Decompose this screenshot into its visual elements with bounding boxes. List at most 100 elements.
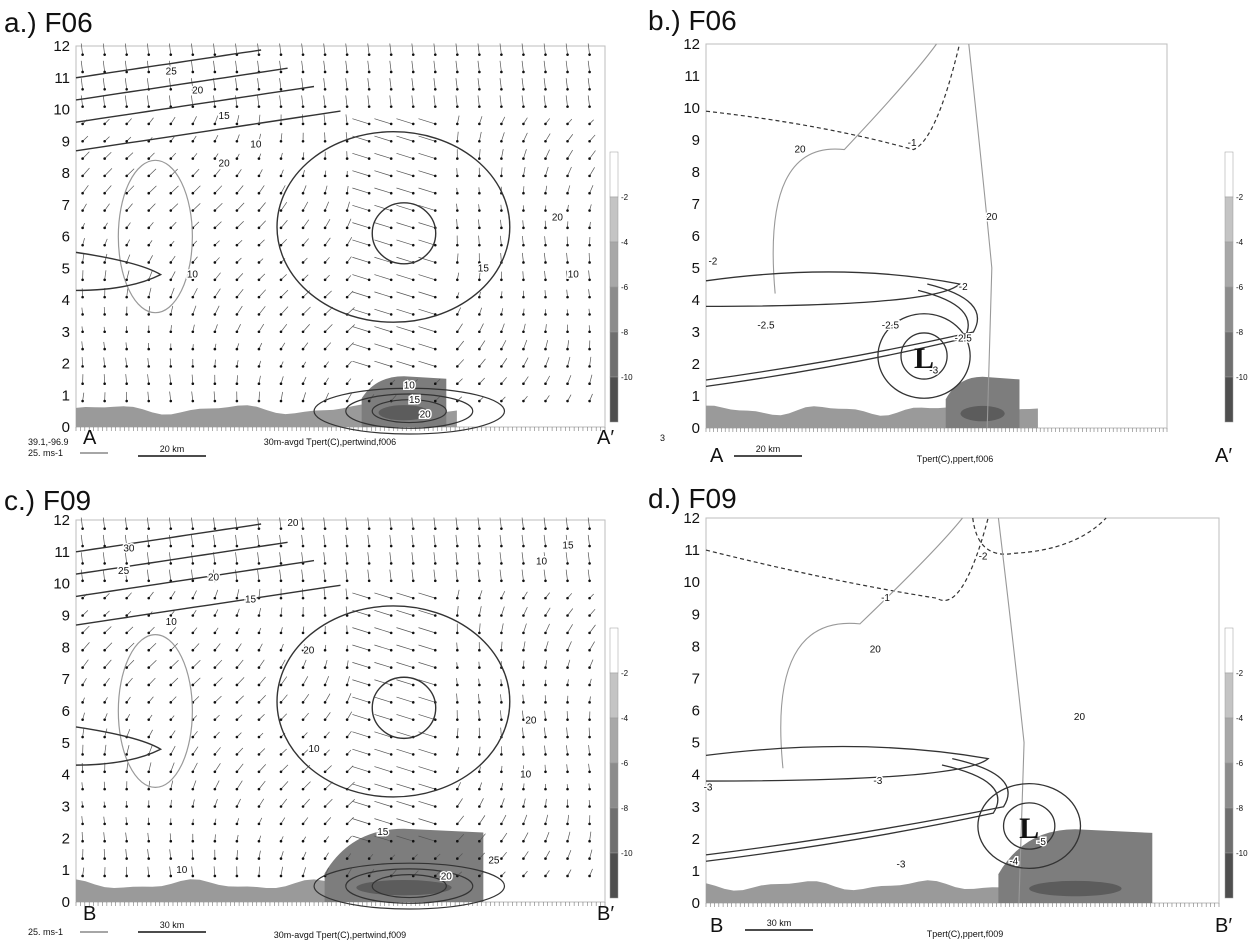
wind-vector-tail [411, 365, 415, 368]
wind-vector-tail [456, 735, 459, 739]
wind-vector [433, 517, 436, 529]
wind-vector [352, 748, 370, 755]
wind-vector [352, 679, 370, 686]
wind-vector-tail [522, 527, 525, 530]
wind-vector [479, 131, 482, 142]
wind-vector [396, 835, 414, 842]
wind-vector [418, 170, 436, 177]
wind-vector [214, 221, 222, 229]
contour-line [276, 605, 511, 798]
y-tick-label: 5 [62, 260, 70, 277]
wind-vector-tail [456, 527, 459, 530]
wind-vector-tail [411, 857, 415, 860]
wind-vector-tail [147, 226, 151, 230]
wind-vector [280, 133, 283, 142]
wind-vector-tail [411, 544, 415, 548]
wind-vector-tail [103, 157, 106, 160]
wind-vector [345, 588, 348, 599]
wind-vector-tail [522, 157, 525, 160]
wind-vector [169, 569, 172, 581]
wind-vector-tail [169, 87, 173, 91]
wind-vector-tail [235, 226, 239, 230]
wind-vector-tail [367, 666, 371, 669]
wind-vector-tail [213, 139, 217, 143]
wind-vector-tail [257, 382, 261, 386]
wind-vector-tail [522, 544, 525, 548]
wind-vector-tail [566, 753, 569, 756]
wind-vector [587, 95, 590, 107]
wind-vector-tail [235, 822, 239, 826]
wind-vector [478, 710, 480, 720]
wind-vector-tail [279, 787, 283, 791]
wind-vector-tail [522, 562, 525, 565]
wind-vector [374, 714, 392, 721]
wind-vector-tail [147, 683, 151, 687]
wind-vector-tail [169, 527, 173, 530]
wind-vector [214, 185, 223, 194]
wind-vector [396, 326, 414, 333]
wind-vector [280, 323, 288, 332]
wind-vector-tail [367, 243, 371, 247]
wind-vector [302, 219, 310, 229]
wind-vector [170, 185, 179, 194]
wind-vector-tail [213, 596, 217, 600]
wind-vector-tail [389, 596, 393, 600]
wind-vector [323, 114, 326, 124]
wind-vector-tail [125, 157, 128, 160]
wind-vector [567, 375, 572, 384]
plot-frame [75, 45, 606, 428]
wind-vector-tail [279, 753, 283, 756]
wind-vector-tail [191, 313, 195, 316]
wind-vector [455, 60, 458, 73]
wind-vector [523, 167, 526, 176]
wind-vector [102, 95, 106, 107]
wind-vector [499, 60, 502, 73]
wind-vector [565, 78, 568, 90]
y-tick-label: 0 [692, 895, 700, 912]
panel-caption: Tpert(C),ppert,f009 [927, 929, 1004, 939]
wind-vector [235, 534, 238, 547]
wind-vector [588, 763, 590, 772]
wind-vector-tail [169, 857, 173, 860]
colorbar-label: -8 [1236, 328, 1244, 337]
wind-vector-tail [588, 822, 591, 826]
colorbar-swatch [609, 331, 619, 378]
wind-vector-tail [522, 313, 525, 316]
wind-vector-tail [301, 139, 305, 143]
wind-vector [396, 662, 414, 668]
colorbar-swatch [1224, 717, 1234, 764]
wind-vector-tail [279, 330, 283, 334]
wind-vector [126, 168, 135, 177]
colorbar-label: -10 [621, 849, 633, 858]
wind-vector-tail [81, 209, 84, 212]
wind-vector-tail [235, 770, 239, 774]
wind-vector [102, 552, 106, 564]
wind-vector-tail [411, 139, 415, 143]
wind-vector [396, 291, 414, 298]
wind-vector-tail [367, 787, 371, 791]
wind-vector [301, 517, 304, 529]
wind-vector-tail [301, 701, 305, 704]
wind-vector [521, 534, 524, 547]
wind-vector [389, 60, 392, 73]
wind-vector-tail [323, 822, 327, 826]
wind-vector [456, 605, 459, 616]
wind-vector-tail [389, 157, 393, 160]
wind-vector-tail [257, 139, 261, 143]
wind-vector [258, 748, 266, 755]
wind-vector [396, 818, 414, 825]
wind-vector [479, 606, 482, 616]
wind-vector-tail [500, 226, 503, 230]
wind-vector [302, 781, 311, 790]
wind-vector-tail [566, 562, 569, 565]
contour-line [371, 399, 447, 424]
wind-vector-tail [213, 839, 217, 843]
wind-vector-tail [345, 596, 349, 600]
wind-vector-tail [279, 122, 283, 126]
wind-vector [543, 78, 546, 90]
wind-vector [126, 185, 135, 194]
wind-vector [352, 343, 370, 350]
wind-vector [543, 552, 546, 564]
wind-vector [479, 623, 481, 633]
wind-vector [352, 204, 370, 211]
